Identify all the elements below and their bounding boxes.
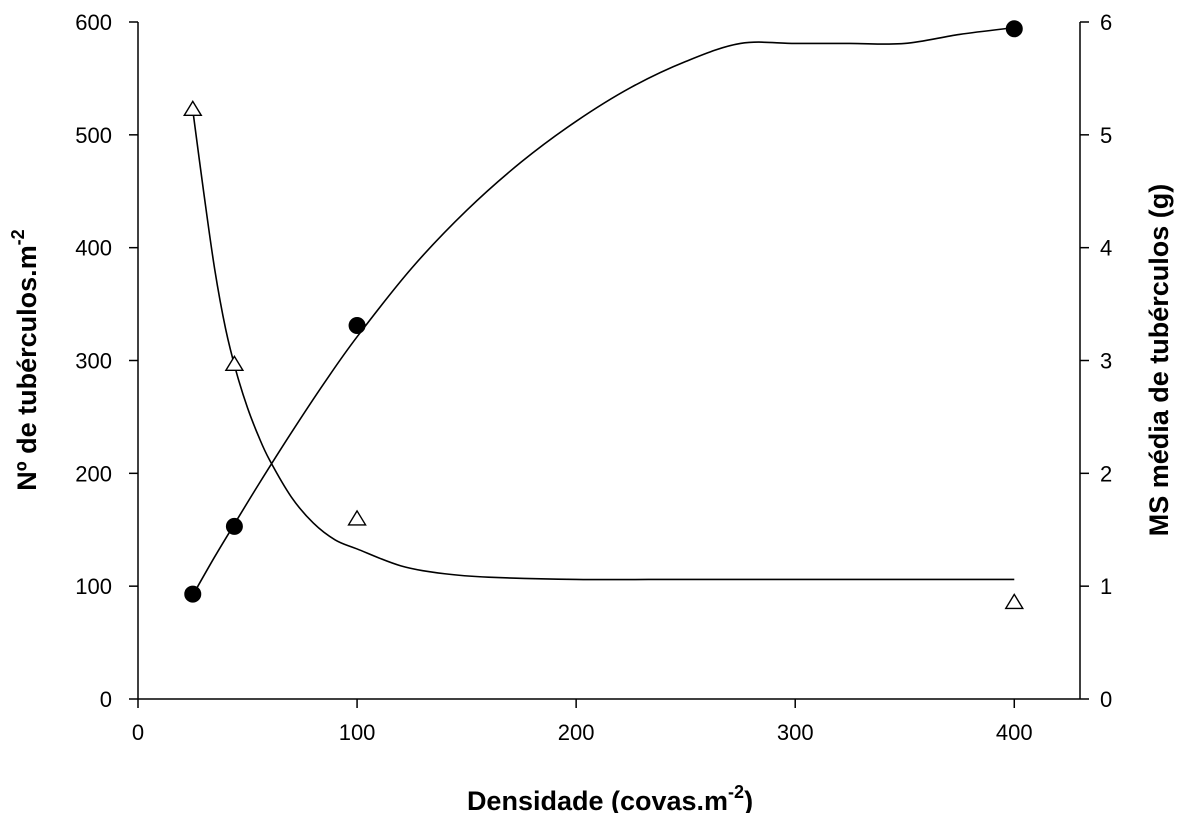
- mean-dry-mass-point: [347, 509, 367, 526]
- tuber-count-point: [225, 517, 243, 535]
- y-left-tick-label: 0: [100, 687, 112, 712]
- y-left-tick-label: 200: [75, 461, 112, 486]
- y-left-tick-label: 100: [75, 574, 112, 599]
- y-left-axis-title: Nº de tubérculos.m-2: [8, 229, 42, 490]
- x-axis-title: Densidade (covas.m-2): [467, 782, 753, 813]
- y-left-tick-label: 300: [75, 349, 112, 374]
- y-right-tick-label: 5: [1100, 123, 1112, 148]
- mean-dry-mass-point: [1004, 593, 1025, 610]
- fit-curve-mean-dry-mass: [191, 109, 1015, 581]
- x-tick-label: 300: [777, 720, 814, 745]
- tuber-count-point: [1005, 20, 1023, 38]
- data-points: [183, 20, 1025, 610]
- y-right-tick-label: 3: [1100, 349, 1112, 374]
- x-tick-label: 200: [558, 720, 595, 745]
- x-tick-label: 100: [339, 720, 376, 745]
- x-tick-label: 0: [132, 720, 144, 745]
- x-tick-label: 400: [996, 720, 1033, 745]
- tuber-count-point: [348, 317, 366, 335]
- y-right-tick-label: 6: [1100, 10, 1112, 35]
- y-left-tick-label: 400: [75, 236, 112, 261]
- fit-curves: [191, 26, 1015, 596]
- y-left-tick-label: 600: [75, 10, 112, 35]
- y-right-tick-label: 4: [1100, 236, 1112, 261]
- y-left-tick-label: 500: [75, 123, 112, 148]
- mean-dry-mass-point: [224, 354, 245, 372]
- y-right-tick-label: 1: [1100, 574, 1112, 599]
- y-right-tick-label: 0: [1100, 687, 1112, 712]
- mean-dry-mass-point: [183, 99, 203, 117]
- y-right-tick-label: 2: [1100, 461, 1112, 486]
- fit-curve-tuber-count: [192, 26, 1015, 596]
- axes: 0 100 200 300 400 0 100 200 300 400 500 600 0 1 2 3 4 5 6: [75, 10, 1112, 745]
- y-right-axis-title: MS média de tubérculos (g): [1144, 184, 1174, 537]
- tuber-count-point: [184, 585, 202, 603]
